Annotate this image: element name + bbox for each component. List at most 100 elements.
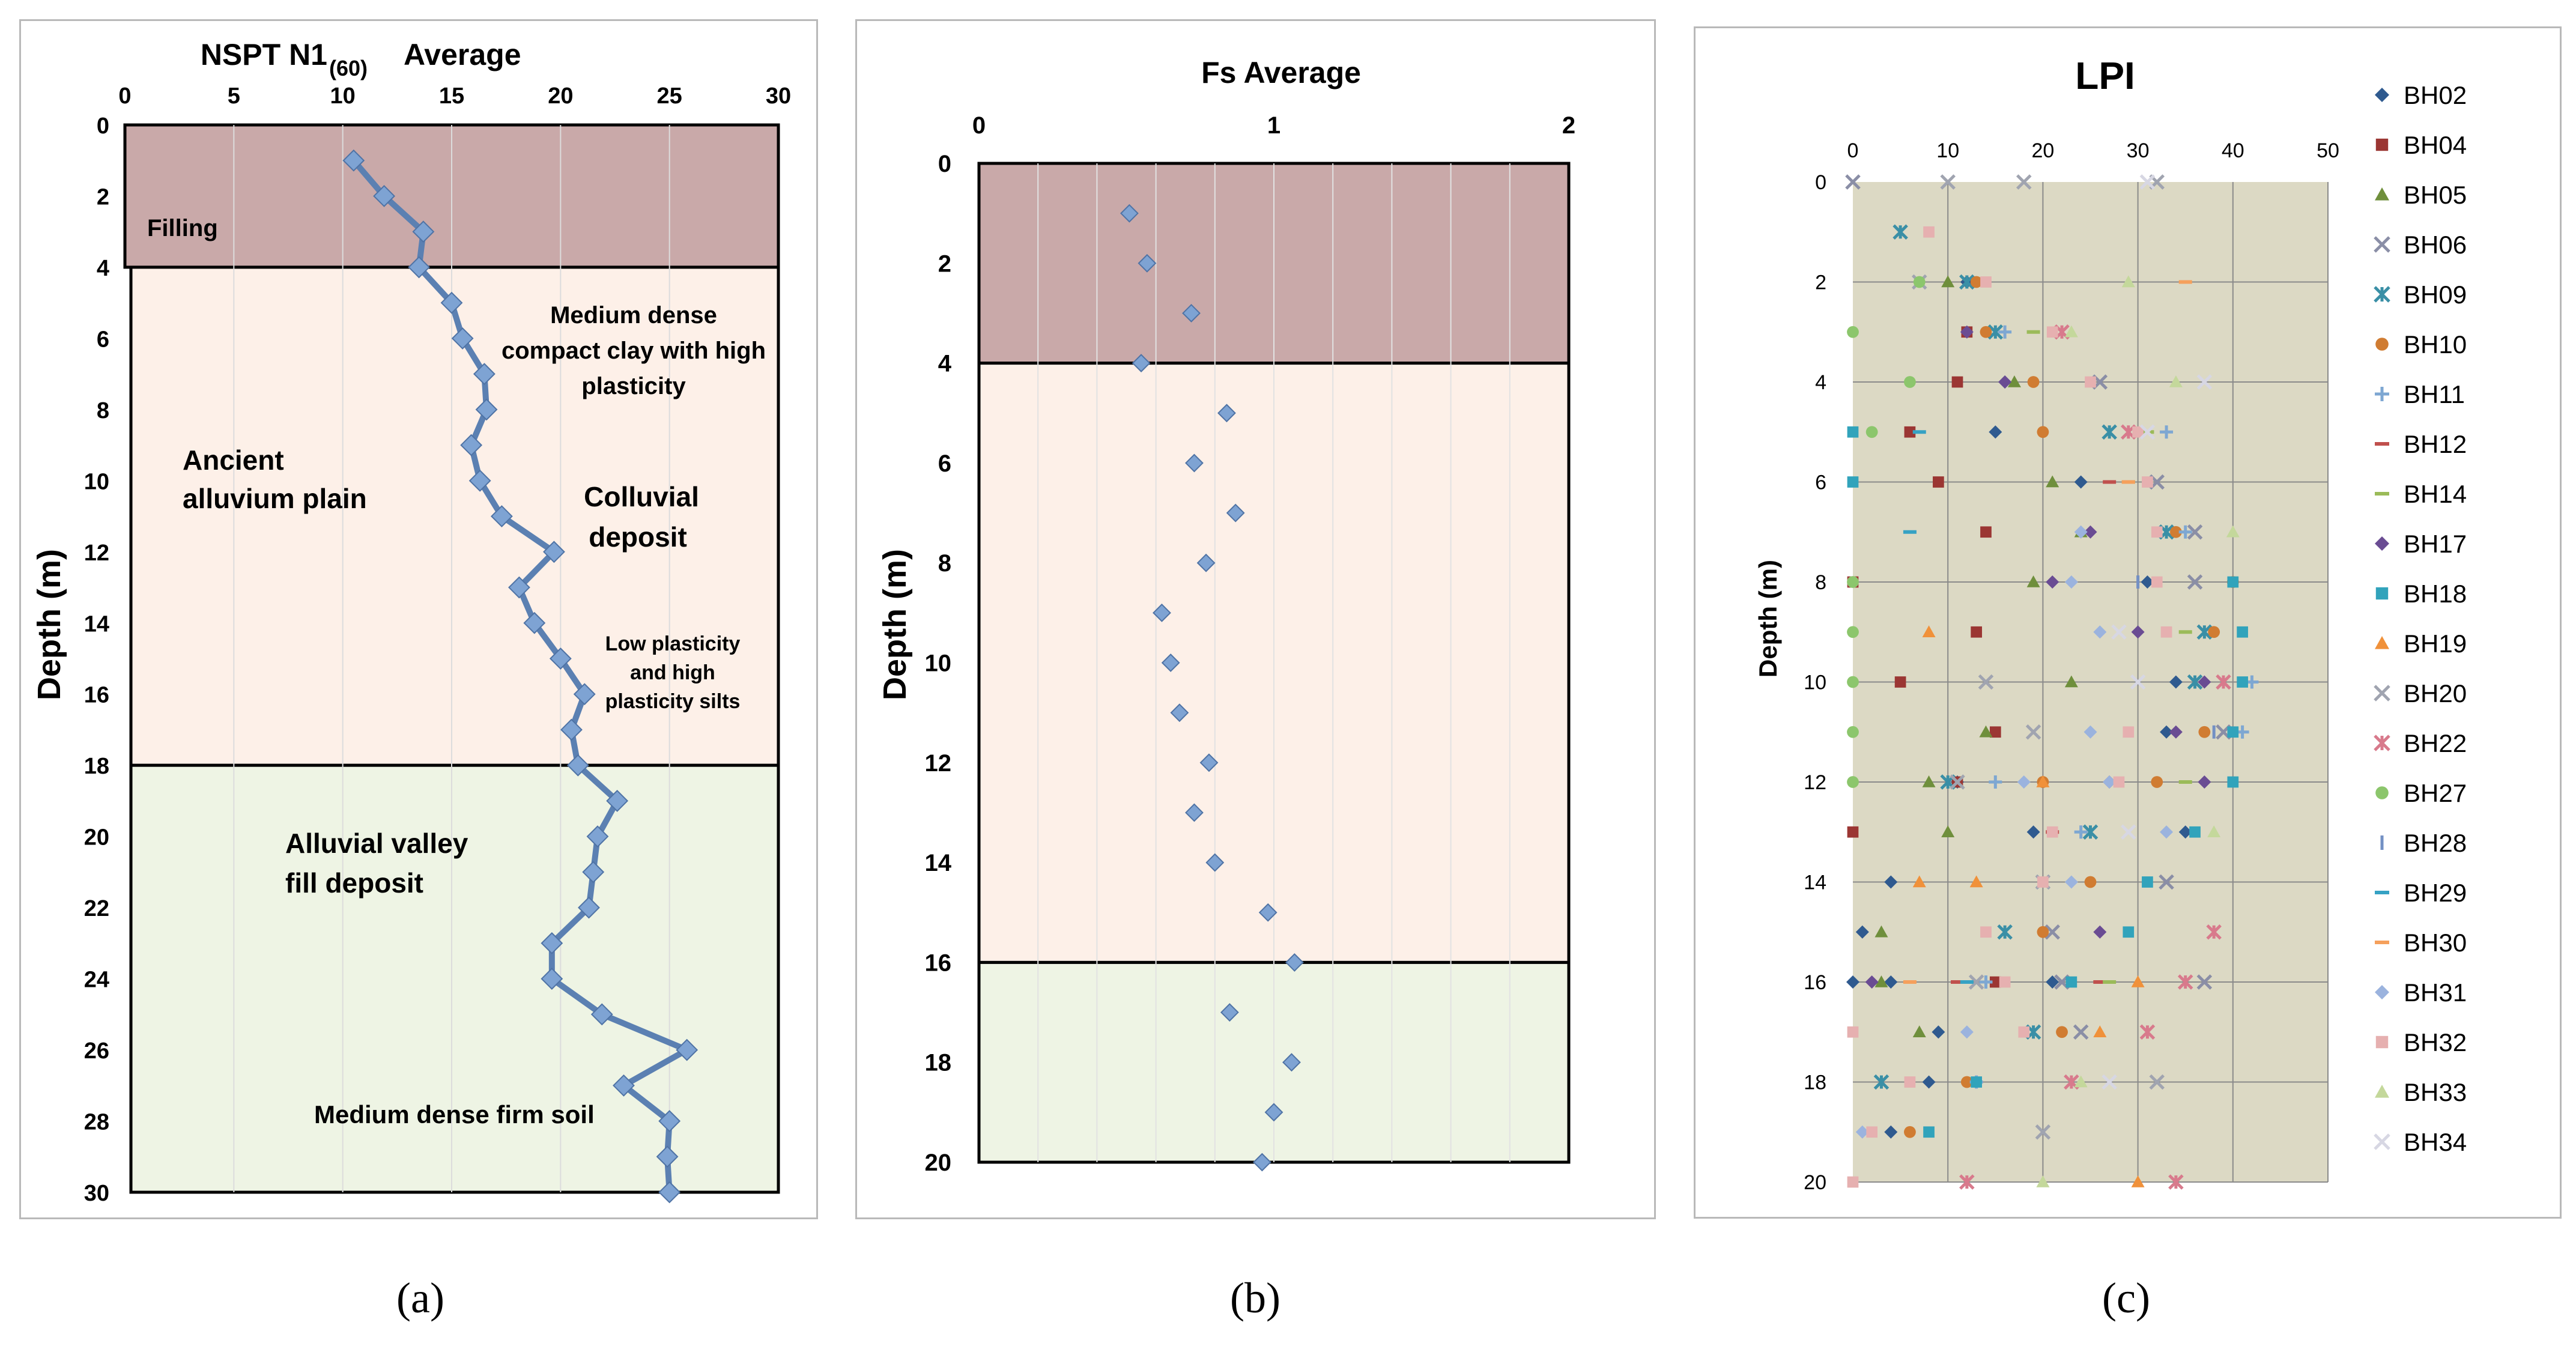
filling-label: Filling [147,215,218,241]
lpi-point [2141,575,2154,589]
lpi-point [1847,1026,1859,1038]
lpi-point [1913,276,1926,288]
lpi-point [2142,876,2153,888]
lpi-point [1874,975,1888,987]
lpi-chart: 0 10 20 30 40 50 0 2 4 6 8 10 12 14 16 18 20 LPI Depth (… [1754,54,2467,1194]
lpi-point [2168,1174,2184,1190]
lpi-point [2121,824,2136,840]
nspt-point [440,291,463,314]
lpi-point [2123,926,2135,938]
lpi-x-tick-label: 30 [2127,139,2150,162]
lpi-point [2139,1024,2156,1040]
lpi-point [2046,575,2059,589]
fs-y-tick-label: 18 [925,1050,952,1076]
nspt-point [373,185,395,207]
lpi-point [2113,776,2125,788]
nspt-point [560,718,583,741]
nspt-point [451,327,474,350]
lpi-point [2160,425,2174,439]
lpi-point [2111,624,2127,640]
lpi-series-bh18 [1847,426,2248,1138]
fs-y-tick-label: 10 [925,650,952,677]
lpi-series-bh32 [1847,226,2172,1188]
lpi-point [1873,1074,1890,1090]
legend-marker [2374,1133,2390,1150]
lpi-point [1933,476,1944,488]
lpi-point [1940,174,1956,190]
firm-soil-label: Medium dense firm soil [314,1100,595,1129]
lpi-point [2037,926,2049,938]
lpi-point [2035,1124,2051,1140]
lpi-axes: 0 10 20 30 40 50 0 2 4 6 8 10 12 14 16 18 20 [1804,139,2339,1194]
panel-b-caption: (b) [1230,1274,1280,1322]
lpi-point [1999,976,2011,988]
lpi-point [1847,426,1859,438]
lpi-point [2102,1074,2117,1090]
fs-point [1196,553,1216,572]
lpi-point [2065,976,2077,988]
lpi-point [2036,775,2050,787]
lpi-point [2046,475,2059,488]
lpi-point [1884,975,1898,989]
lpi-y-tick-label: 8 [1815,571,1826,594]
lpi-y-tick-label: 20 [1804,1171,1826,1194]
lpi-point [2169,675,2183,689]
nspt-y-tick-label: 22 [84,896,109,921]
lpi-point [2046,975,2059,989]
lpi-point [1922,1075,1936,1089]
low-plasticity-label-1: Low plasticity [605,632,741,655]
nspt-y-tick-label: 18 [84,754,109,779]
nspt-y-tick-label: 26 [84,1038,109,1064]
lpi-point [2064,675,2078,688]
lpi-point [2093,625,2107,639]
lpi-point [2064,875,2078,889]
lpi-point [2064,575,2078,589]
lpi-point [1970,276,1983,288]
lpi-point [2064,325,2078,338]
fs-point [1153,603,1171,622]
legend-marker [2375,1035,2389,1049]
nspt-y-tick-label: 30 [84,1181,109,1206]
fs-point [1185,803,1204,822]
lpi-point [1847,626,1859,638]
lpi-y-tick-label: 14 [1804,872,1826,894]
legend-marker [2375,587,2389,600]
lpi-point [1847,776,1859,788]
lpi-point [2084,725,2097,739]
lpi-point [1922,625,1936,638]
lpi-grid [1853,182,2329,1183]
lpi-point [1979,725,1993,738]
lpi-point [1971,626,1983,638]
nspt-y-tick-label: 4 [97,256,109,281]
alluvial-label-1: Alluvial valley [285,828,468,859]
fs-grid [1037,163,1511,1162]
legend-label: BH32 [2404,1028,2467,1056]
low-plasticity-label-2: and high [630,661,715,684]
lpi-series-bh33 [2036,275,2240,1187]
lpi-point [2025,724,2041,740]
nspt-point [656,1145,679,1168]
lpi-point [2132,426,2144,438]
nspt-y-tick-label: 14 [84,611,109,637]
lpi-point [2102,424,2117,440]
nspt-point [468,469,491,492]
lpi-point [2121,275,2135,288]
nspt-x-tick-label: 30 [766,83,791,109]
ancient-label-2: alluvium plain [183,483,367,514]
lpi-ylabel: Depth (m) [1754,560,1782,678]
lpi-point [1989,425,2002,439]
lpi-point [2187,574,2203,590]
nspt-x-tick-label: 25 [657,83,682,109]
lpi-point [1904,1126,1916,1138]
lpi-point [2196,974,2213,990]
lpi-point [2016,174,2032,190]
legend-label: BH06 [2404,231,2467,259]
lpi-y-tick-label: 10 [1804,671,1826,694]
fs-y-tick-label: 20 [925,1150,952,1176]
nspt-y-tick-label: 2 [97,184,109,210]
lpi-point [2142,476,2153,488]
legend-marker [2375,636,2389,649]
fs-y-tick-label: 14 [925,850,952,876]
lpi-point [2046,826,2058,838]
